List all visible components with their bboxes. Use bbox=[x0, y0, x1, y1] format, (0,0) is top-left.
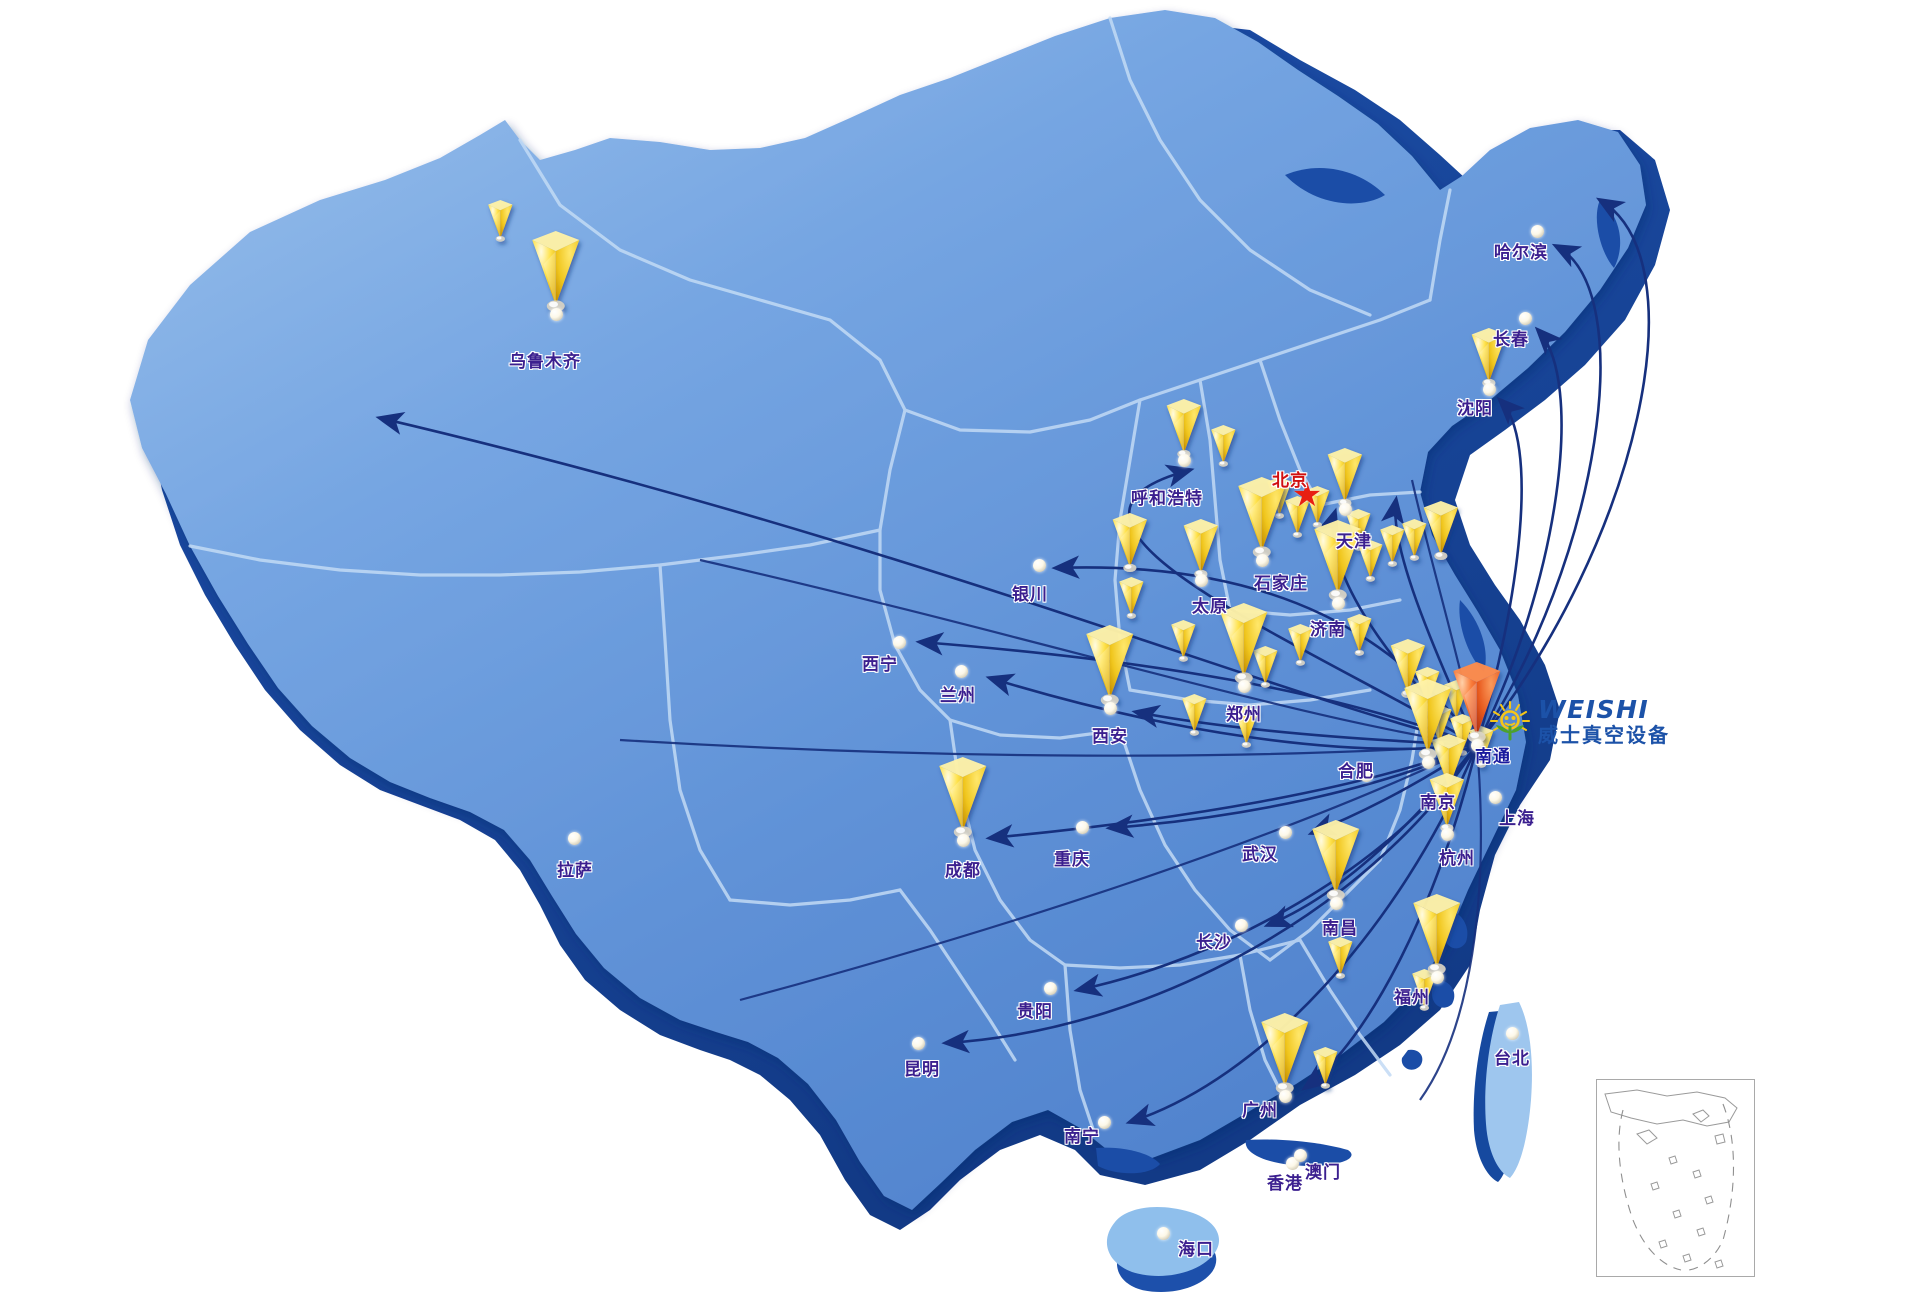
weishi-logo[interactable]: WEISHI 威士真空设备 bbox=[1488, 697, 1670, 745]
logo-text-block: WEISHI 威士真空设备 bbox=[1538, 697, 1670, 745]
hainan-island bbox=[1106, 1207, 1220, 1292]
south-china-sea-inset-map bbox=[1596, 1079, 1755, 1277]
logo-name-cn: 威士真空设备 bbox=[1538, 723, 1670, 747]
route-arcs-plain bbox=[619, 479, 1482, 1101]
inset-map-svg bbox=[1604, 1089, 1738, 1271]
logo-name-en: WEISHI bbox=[1538, 695, 1650, 724]
weishi-sunburst-icon bbox=[1489, 700, 1531, 741]
taiwan-island bbox=[1473, 1002, 1532, 1182]
